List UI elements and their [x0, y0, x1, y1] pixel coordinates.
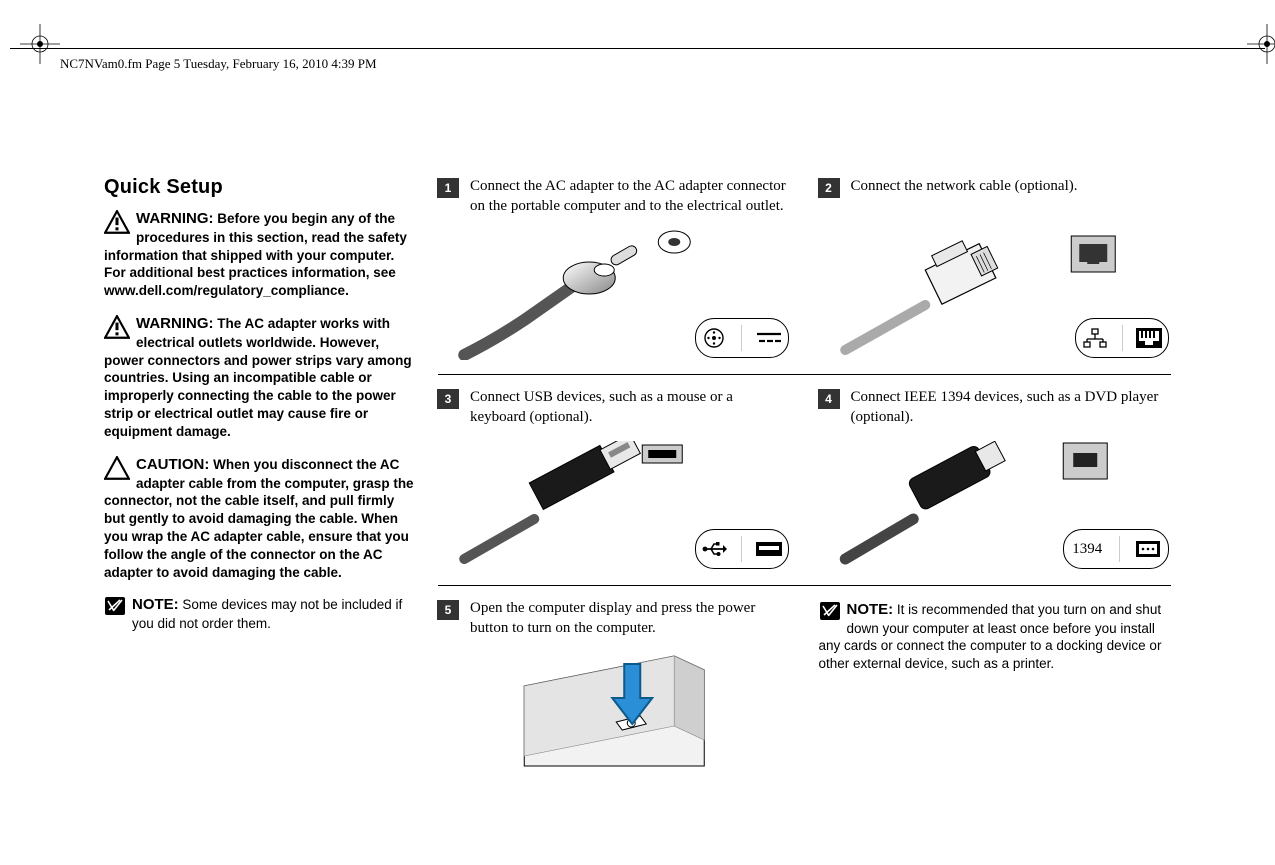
- note-icon: [104, 596, 126, 616]
- step-num: 3: [437, 389, 459, 409]
- crop-mark-tr: [1247, 24, 1275, 64]
- warning-2: WARNING: The AC adapter works with elect…: [104, 314, 414, 441]
- row-divider-2: [438, 585, 1171, 586]
- step-text: Open the computer display and press the …: [470, 598, 791, 646]
- step-2-illustration: [819, 230, 1172, 360]
- step-text: Connect the network cable (optional).: [851, 176, 1172, 224]
- warning-1: WARNING: Before you begin any of the pro…: [104, 209, 414, 300]
- row-divider-1: [438, 374, 1171, 375]
- caution-label: CAUTION:: [136, 456, 209, 473]
- warning-text: The AC adapter works with electrical out…: [104, 316, 412, 439]
- warning-label: WARNING:: [136, 315, 214, 332]
- crop-mark-tl: [20, 24, 60, 64]
- power-port-badge: [695, 318, 789, 358]
- note-label: NOTE:: [847, 601, 894, 618]
- left-note: NOTE: Some devices may not be included i…: [104, 595, 414, 633]
- right-note-block: NOTE: It is recommended that you turn on…: [819, 598, 1172, 772]
- step-num: 5: [437, 600, 459, 620]
- usb-port-badge: [695, 529, 789, 569]
- warning-icon: [104, 315, 130, 337]
- step-num: 4: [818, 389, 840, 409]
- step-num: 1: [437, 178, 459, 198]
- header-rule: [10, 48, 1265, 49]
- caution-icon: [104, 456, 130, 478]
- step-text: Connect IEEE 1394 devices, such as a DVD…: [851, 387, 1172, 435]
- step-text: Connect the AC adapter to the AC adapter…: [470, 176, 791, 224]
- note-icon: [819, 601, 841, 621]
- step-4: 4 Connect IEEE 1394 devices, such as a D…: [819, 387, 1172, 571]
- step-4-illustration: 1394: [819, 441, 1172, 571]
- step-text: Connect USB devices, such as a mouse or …: [470, 387, 791, 435]
- step-2: 2 Connect the network cable (optional).: [819, 176, 1172, 360]
- step-3: 3 Connect USB devices, such as a mouse o…: [438, 387, 791, 571]
- step-1-illustration: [438, 230, 791, 360]
- note-label: NOTE:: [132, 596, 179, 613]
- caution-text: When you disconnect the AC adapter cable…: [104, 457, 414, 580]
- step-5-illustration: [438, 652, 791, 772]
- network-port-badge: [1075, 318, 1169, 358]
- header-filename: NC7NVam0.fm Page 5 Tuesday, February 16,…: [60, 56, 377, 72]
- firewire-port-badge: 1394: [1063, 529, 1169, 569]
- warning-icon: [104, 210, 130, 232]
- step-1: 1 Connect the AC adapter to the AC adapt…: [438, 176, 791, 360]
- step-3-illustration: [438, 441, 791, 571]
- step-5: 5 Open the computer display and press th…: [438, 598, 791, 772]
- caution-1: CAUTION: When you disconnect the AC adap…: [104, 455, 414, 582]
- section-title: Quick Setup: [104, 176, 414, 199]
- warning-label: WARNING:: [136, 210, 214, 227]
- step-num: 2: [818, 178, 840, 198]
